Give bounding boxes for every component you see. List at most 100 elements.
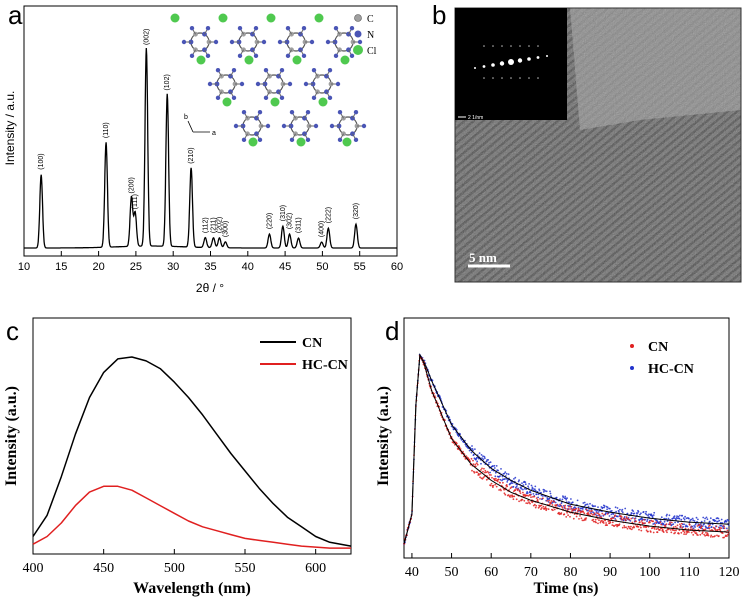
cn-decay-point [611, 521, 614, 524]
cn-decay-point [591, 509, 593, 512]
xrd-peak-label: (102) [164, 74, 171, 90]
cn-decay-point [517, 488, 519, 491]
structure-atom [311, 95, 317, 101]
xrd-x-tick-label: 60 [391, 261, 403, 273]
hccn-decay-point [522, 488, 524, 491]
cn-decay-point [599, 516, 601, 518]
xrd-x-tick-label: 15 [55, 261, 67, 273]
xrd-peak-label: (100) [38, 153, 45, 169]
structure-atom [253, 25, 259, 31]
hccn-decay-point [494, 475, 497, 478]
cn-decay-point [471, 469, 473, 472]
cn-decay-point [559, 503, 561, 506]
cn-decay-point [507, 494, 510, 496]
cn-decay-point [688, 531, 690, 533]
cn-decay-point [718, 528, 721, 531]
hccn-decay-point [673, 517, 675, 519]
cn-decay-point [701, 531, 704, 534]
cn-decay-point [485, 471, 488, 474]
trpl-legend: CN HC-CN [630, 340, 694, 377]
hccn-decay-point [491, 469, 493, 472]
hccn-decay-point [718, 519, 721, 522]
cn-decay-point [630, 517, 633, 520]
structure-atom [215, 95, 221, 101]
cn-decay-point [669, 529, 672, 531]
hccn-decay-point [717, 517, 720, 520]
hccn-decay-point [648, 513, 650, 516]
cn-decay-point [611, 524, 614, 526]
cn-decay-point [541, 507, 543, 509]
hccn-decay-point [540, 494, 543, 497]
cn-decay-point [484, 469, 487, 472]
hccn-decay-point [557, 505, 559, 507]
xrd-peak-label: (302) [287, 213, 294, 229]
hccn-decay-point [694, 523, 697, 526]
hccn-decay-point [632, 510, 635, 512]
cn-decay-point [664, 525, 667, 528]
hccn-decay-point [616, 507, 619, 509]
cn-decay-point [644, 522, 646, 524]
xrd-peak-label: (311) [296, 217, 303, 233]
hccn-decay-point [668, 514, 671, 517]
cn-decay-point [564, 504, 567, 507]
cn-decay-point [692, 534, 695, 536]
cn-decay-point [531, 501, 534, 504]
pl-y-axis-label: Intensity (a.u.) [3, 386, 20, 486]
hccn-decay-point [473, 453, 475, 456]
cn-decay-point [662, 531, 665, 533]
hccn-decay-point [683, 518, 686, 521]
cn-decay-point [708, 524, 711, 527]
hccn-decay-point [537, 496, 539, 499]
hccn-decay-point [608, 515, 611, 517]
hccn-decay-point [589, 502, 591, 505]
chlorine-atom [248, 137, 258, 147]
hccn-decay-point [565, 498, 568, 501]
panel-letter-b: b [432, 0, 446, 30]
hccn-decay-point [622, 519, 625, 521]
structure-atom [337, 137, 343, 143]
cn-decay-point [510, 494, 512, 497]
pl-series [32, 356, 352, 549]
cn-decay-point [534, 506, 537, 509]
chlorine-atom [218, 13, 228, 23]
hccn-decay-point [725, 520, 728, 523]
cn-decay-point [560, 512, 563, 514]
cn-decay-point [657, 527, 659, 530]
hccn-decay-point [692, 527, 695, 530]
cn-decay-point [655, 528, 658, 530]
cn-decay-point [522, 491, 524, 494]
hccn-decay-point [701, 527, 704, 530]
cn-decay-point [609, 521, 612, 524]
cn-decay-point [680, 522, 683, 525]
cn-decay-point [476, 471, 479, 474]
hccn-decay-point [694, 526, 696, 528]
cn-decay-point [709, 536, 712, 538]
hccn-decay-point [472, 449, 474, 452]
xrd-x-axis-label: 2θ / ° [196, 281, 224, 295]
cn-decay-point [654, 523, 656, 526]
hccn-decay-point [471, 448, 474, 450]
cn-decay-point [622, 517, 625, 520]
trpl-x-tick-label: 80 [563, 565, 577, 580]
hccn-decay-point [618, 511, 620, 513]
cn-decay-point [592, 518, 595, 521]
cn-decay-point [533, 495, 536, 498]
cn-decay-point [649, 521, 651, 524]
cn-decay-point [582, 511, 585, 513]
cn-decay-point [696, 525, 699, 527]
hccn-decay-point [631, 517, 634, 519]
cn-decay-point [633, 526, 636, 529]
pl-plot-frame [32, 317, 352, 555]
hccn-decay-legend-label: HC-CN [648, 362, 694, 377]
saed-spot [517, 58, 523, 63]
cn-decay-point [710, 534, 713, 537]
cn-decay-point [628, 526, 630, 528]
cn-decay-point [558, 511, 560, 514]
saed-spot [499, 61, 505, 66]
pl-x-ticks: 400 450 500 550 600 [23, 549, 326, 576]
cn-decay-point [478, 473, 480, 476]
hccn-decay-point [562, 496, 565, 499]
trpl-x-tick-label: 70 [524, 565, 538, 580]
structure-atom [241, 137, 247, 143]
cn-decay-point [678, 529, 681, 531]
